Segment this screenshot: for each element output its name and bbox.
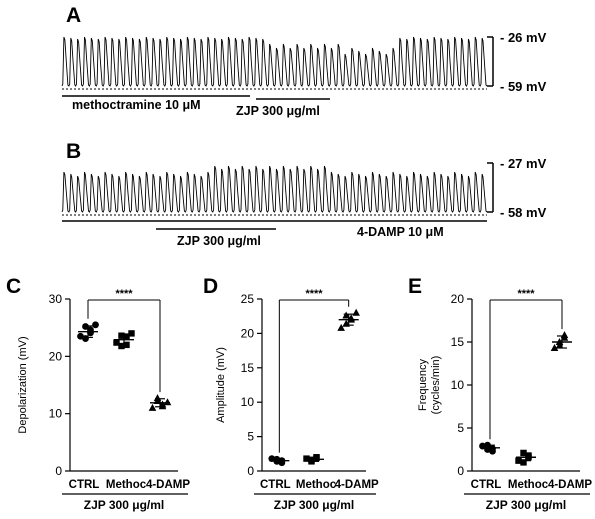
y-tick-label: 30: [49, 292, 63, 306]
trace-a-bottom-mv: - 59 mV: [500, 79, 547, 94]
category-label: CTRL: [69, 479, 100, 491]
y-tick-label: 25: [241, 292, 255, 306]
y-tick-label: 15: [241, 361, 255, 375]
data-point: [158, 402, 167, 410]
panel-label-d: D: [203, 275, 218, 298]
data-point: [520, 459, 527, 466]
category-label: 4-DAMP: [335, 479, 379, 491]
y-axis-label: Frequency: [417, 359, 429, 411]
trace-a-drug-label: methoctramine 10 μM: [72, 98, 201, 112]
trace-b-zjp-label: ZJP 300 μg/ml: [177, 234, 261, 248]
data-point: [113, 339, 120, 346]
data-point: [148, 403, 157, 411]
x-axis-label: ZJP 300 μg/ml: [84, 498, 165, 512]
category-label: 4-DAMP: [548, 479, 592, 491]
y-tick-label: 10: [241, 395, 255, 409]
significance-label: ****: [305, 288, 323, 300]
data-point: [550, 344, 559, 352]
y-tick-label: 10: [451, 378, 465, 392]
trace-a-waveform: [61, 36, 488, 87]
trace-a-zjp-label: ZJP 300 μg/ml: [236, 104, 320, 118]
panel-label-c: C: [6, 275, 21, 298]
y-axis-label: (cycles/min): [430, 356, 442, 415]
data-point: [352, 308, 360, 316]
trace-b-bottom-mv: - 58 mV: [500, 205, 547, 220]
significance-label: ****: [115, 288, 133, 300]
panel-label-e: E: [408, 275, 422, 298]
x-axis-label: ZJP 300 μg/ml: [274, 498, 355, 512]
data-point: [337, 323, 345, 331]
trace-b-top-mv: - 27 mV: [500, 156, 547, 171]
data-point: [313, 454, 320, 462]
category-label: CTRL: [471, 479, 502, 491]
data-point: [118, 332, 125, 339]
trace-b-drug-label: 4-DAMP 10 μM: [357, 225, 444, 239]
category-label: Methoc: [508, 479, 549, 491]
y-tick-label: 20: [451, 292, 465, 306]
y-tick-label: 0: [457, 464, 464, 478]
y-axis-label: Depolarization (mV): [17, 336, 29, 433]
data-point: [128, 330, 135, 337]
y-axis-label: Amplitude (mV): [215, 347, 227, 423]
category-label: 4-DAMP: [146, 479, 190, 491]
panel-c-chart: 0 10 20 30 Depolarization (mV) CTRL Methoc 4-DA…: [17, 288, 190, 512]
panel-label-b: B: [66, 140, 81, 163]
y-tick-label: 5: [247, 430, 254, 444]
y-tick-label: 20: [49, 349, 63, 363]
data-point: [123, 333, 130, 341]
panel-label-a: A: [66, 4, 81, 27]
y-tick-label: 20: [241, 326, 255, 340]
y-tick-label: 15: [451, 335, 465, 349]
x-axis-label: ZJP 300 μg/ml: [486, 498, 567, 512]
y-tick-label: 10: [49, 407, 63, 421]
trace-b-waveform: [61, 165, 488, 213]
panel-d-chart: 0 5 10 15 20 25 Amplitude (mV) CTRL Methoc4-DAMP…: [215, 288, 379, 512]
category-label: Methoc: [106, 479, 147, 491]
trace-b: ZJP 300 μg/ml 4-DAMP 10 μM - 27 mV - 58 …: [61, 156, 547, 248]
data-point: [520, 449, 527, 457]
trace-a-top-mv: - 26 mV: [500, 30, 547, 45]
category-label: CTRL: [260, 479, 291, 491]
data-point: [515, 457, 522, 464]
trace-a: methoctramine 10 μM ZJP 300 μg/ml - 26 m…: [61, 30, 547, 118]
data-point: [92, 321, 99, 329]
significance-label: ****: [517, 288, 535, 300]
panel-e-chart: 0 5 10 15 20 Frequency (cycles/min) CTRL Methoc 4…: [417, 288, 592, 512]
category-label: Methoc: [296, 479, 337, 491]
data-point: [525, 452, 532, 459]
y-tick-label: 5: [457, 421, 464, 435]
y-tick-label: 0: [55, 464, 62, 478]
y-tick-label: 0: [247, 464, 254, 478]
